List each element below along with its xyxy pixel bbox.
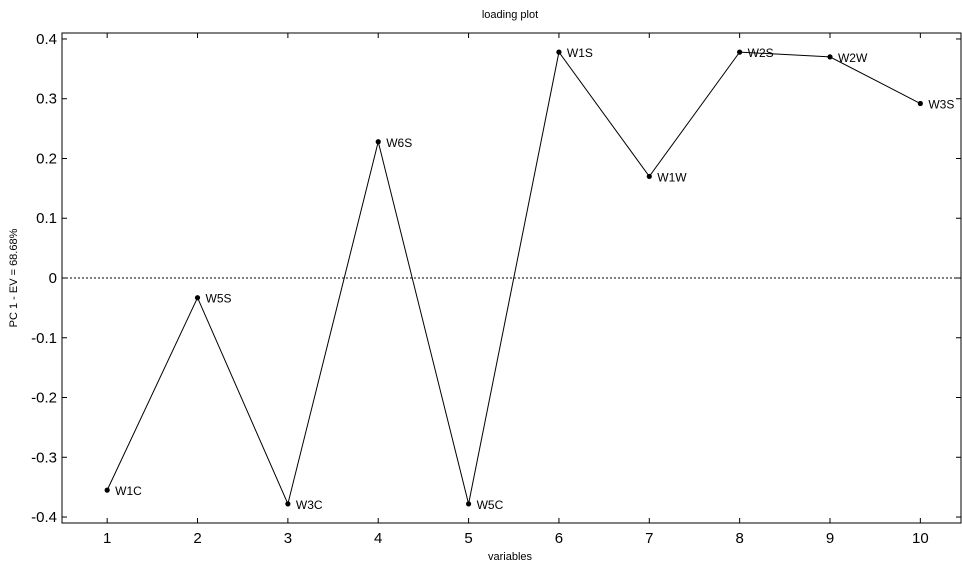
x-tick-label: 5 bbox=[464, 530, 472, 547]
x-tick-label: 8 bbox=[735, 530, 743, 547]
x-axis-ticks: 1 2 3 4 5 6 7 8 9 10 bbox=[103, 33, 929, 547]
series-line bbox=[106, 50, 921, 506]
data-point-label: W3S bbox=[928, 98, 954, 112]
data-point-marker bbox=[827, 54, 833, 60]
data-point-label: W2W bbox=[838, 51, 868, 65]
y-tick-label: -0.4 bbox=[31, 509, 57, 526]
y-tick-label: -0.3 bbox=[31, 449, 57, 466]
y-tick-label: 0.3 bbox=[36, 91, 57, 108]
data-point-marker bbox=[104, 487, 110, 493]
data-point-label: W1W bbox=[657, 170, 687, 184]
data-point-marker bbox=[375, 139, 381, 145]
y-tick-label: -0.1 bbox=[31, 330, 57, 347]
x-tick-label: 3 bbox=[284, 530, 292, 547]
x-axis-label: variables bbox=[488, 551, 533, 563]
x-tick-label: 2 bbox=[193, 530, 201, 547]
data-point-label: W5C bbox=[477, 498, 504, 512]
x-tick-label: 7 bbox=[645, 530, 653, 547]
data-point-label: W2S bbox=[748, 46, 774, 60]
data-point-label: W3C bbox=[296, 498, 323, 512]
y-axis-ticks: -0.4 -0.3 -0.2 -0.1 0 0.1 0.2 0.3 0.4 bbox=[31, 31, 961, 526]
data-point-label: W6S bbox=[386, 136, 412, 150]
data-point-marker bbox=[465, 501, 472, 507]
y-tick-label: -0.2 bbox=[31, 390, 57, 407]
y-tick-label: 0 bbox=[49, 270, 57, 287]
data-point-marker bbox=[646, 173, 652, 180]
x-tick-label: 10 bbox=[912, 530, 929, 547]
data-point-marker bbox=[194, 295, 201, 301]
data-point-label: W5S bbox=[206, 292, 232, 306]
data-point-label: W1C bbox=[115, 484, 142, 498]
x-tick-label: 4 bbox=[374, 530, 382, 547]
chart-title: loading plot bbox=[482, 9, 538, 21]
y-tick-label: 0.4 bbox=[36, 31, 57, 48]
data-point-marker bbox=[285, 501, 291, 507]
data-point-marker bbox=[917, 100, 923, 107]
data-point-marker bbox=[556, 49, 562, 55]
y-tick-label: 0.2 bbox=[36, 150, 57, 167]
y-tick-label: 0.1 bbox=[36, 210, 57, 227]
data-point-marker bbox=[737, 49, 743, 55]
y-axis-label: PC 1 - EV = 68.68% bbox=[8, 228, 20, 327]
data-points: W1C W5S W3C W6S W5C W1S W1W W2S W2W W3S bbox=[104, 46, 954, 512]
x-tick-label: 9 bbox=[826, 530, 834, 547]
x-tick-label: 6 bbox=[555, 530, 563, 547]
x-tick-label: 1 bbox=[103, 530, 111, 547]
data-point-label: W1S bbox=[567, 46, 593, 60]
